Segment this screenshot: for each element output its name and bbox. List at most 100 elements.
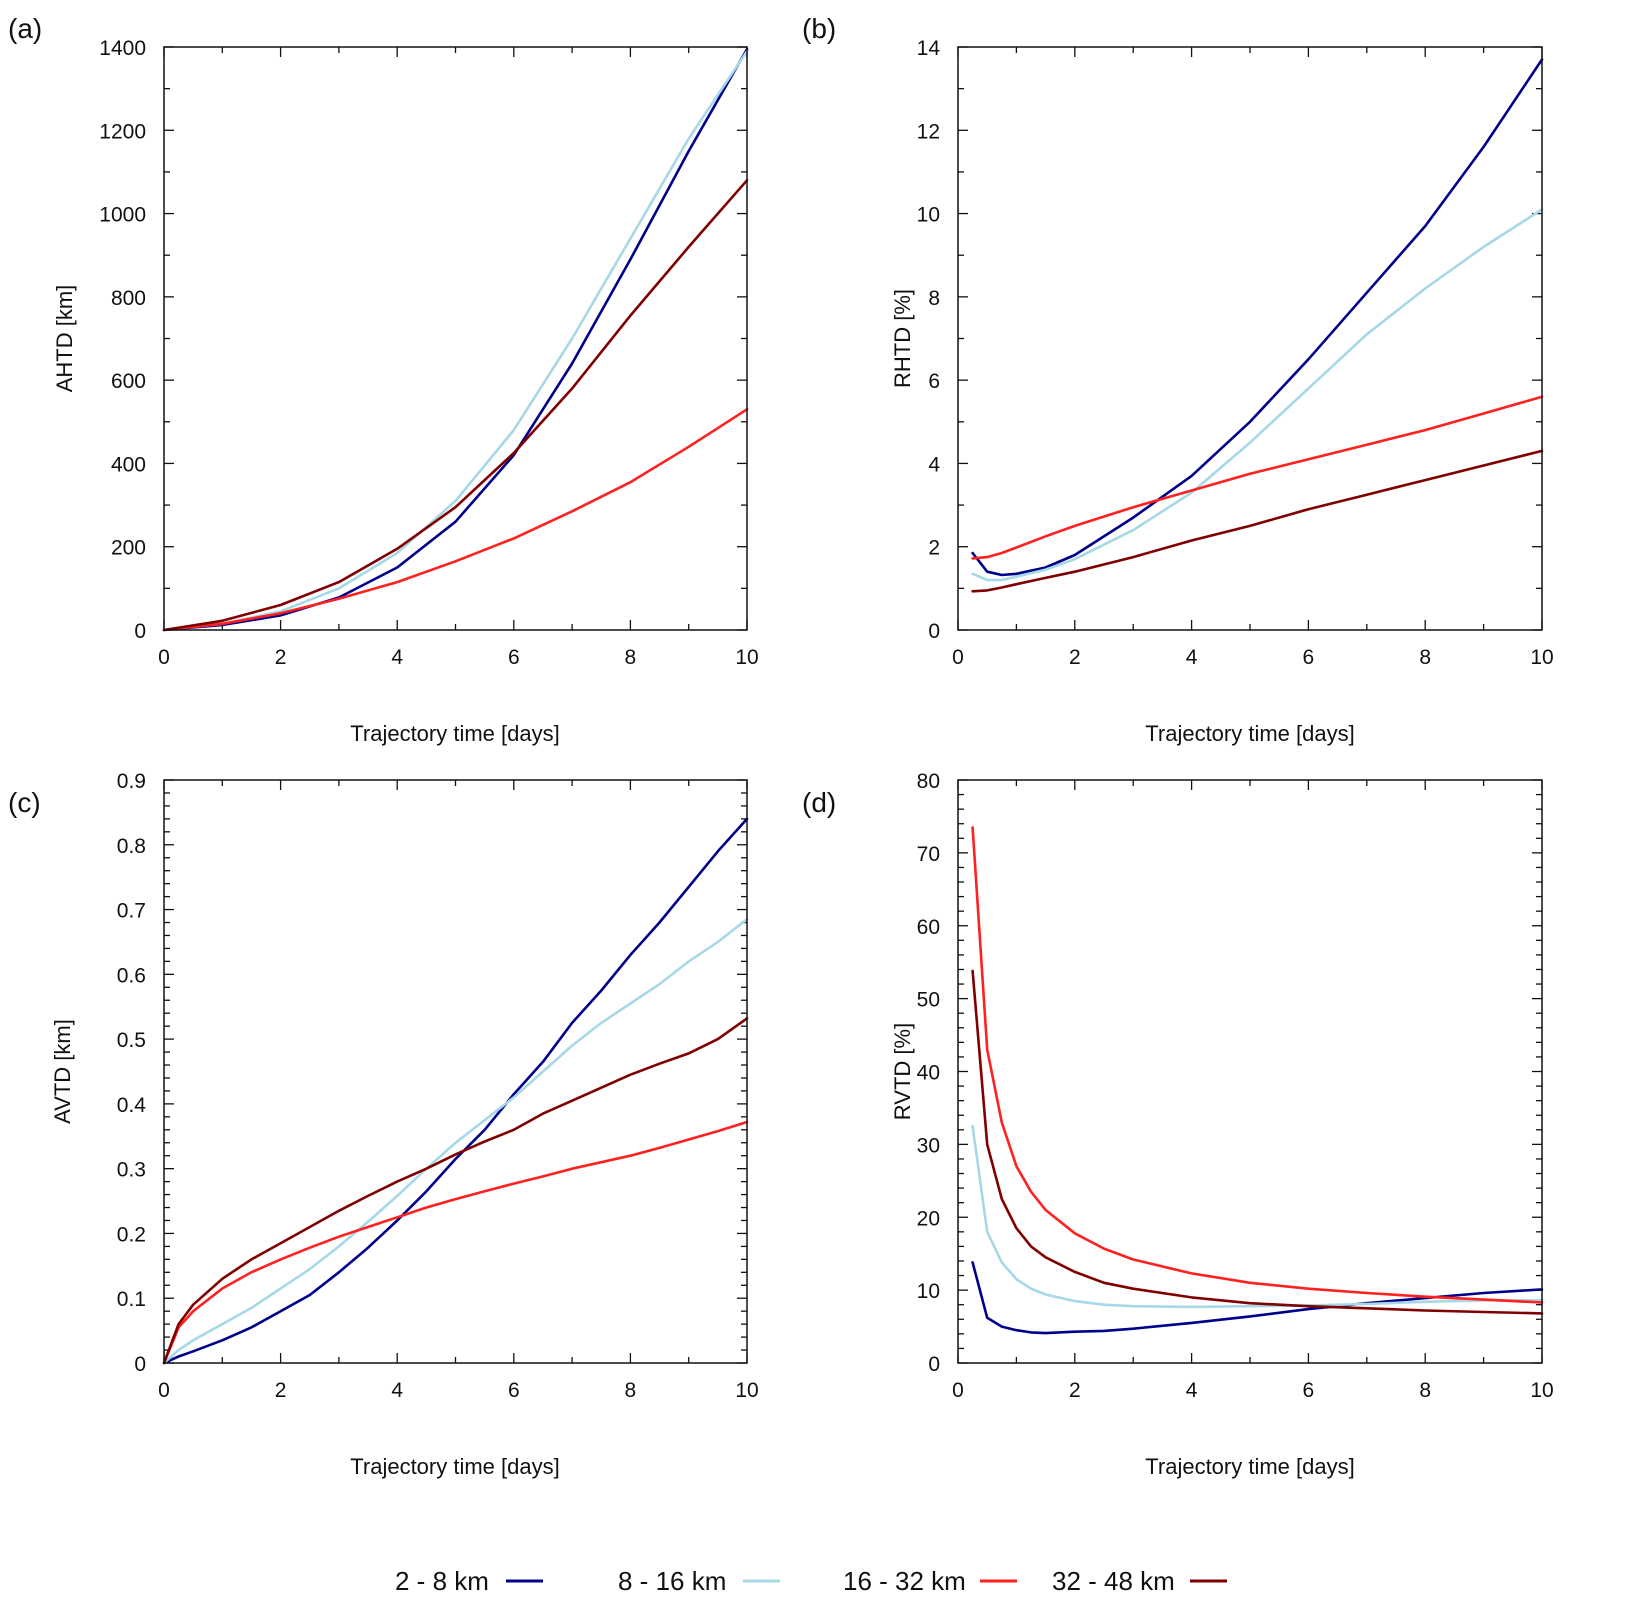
- y-tick-label: 200: [111, 537, 146, 560]
- plot-frame-d: [957, 779, 1543, 1364]
- series-line-d-32-48-km: [971, 969, 1544, 1315]
- x-tick-label: 10: [1530, 646, 1553, 669]
- series-line-c-32-48-km: [162, 1017, 749, 1365]
- legend-label: 2 - 8 km: [395, 1566, 489, 1596]
- x-tick-label: 0: [158, 1379, 170, 1402]
- series-line-d-16-32-km: [971, 826, 1544, 1304]
- y-tick-label: 800: [111, 287, 146, 310]
- x-tick-label: 0: [952, 646, 964, 669]
- series-c: [162, 817, 749, 1365]
- y-tick-label: 0: [928, 1353, 940, 1376]
- x-tick-label: 6: [508, 1379, 520, 1402]
- legend-item: 16 - 32 km: [843, 1566, 1017, 1596]
- y-tick-label: 2: [928, 537, 940, 560]
- y-tick-label: 1200: [99, 120, 146, 143]
- series-line-b-32-48-km: [971, 449, 1544, 593]
- x-axis-label-d: Trajectory time [days]: [1145, 1454, 1354, 1479]
- y-tick-label: 0.4: [117, 1094, 147, 1117]
- panel-c: (c) AVTD [km] Trajectory time [days] 0 2 4…: [8, 770, 759, 1479]
- x-tick-label: 6: [1303, 1379, 1315, 1402]
- y-axis-label-d: RVTD [%]: [890, 1023, 915, 1120]
- y-tick-label: 1000: [99, 204, 146, 227]
- ticks-a: 0 2 4 6 8 10 0 200 400 600 800 1000 1200 1400: [99, 37, 758, 669]
- plot-frame-c: [163, 779, 748, 1364]
- x-tick-label: 8: [1419, 646, 1431, 669]
- x-tick-label: 8: [1419, 1379, 1431, 1402]
- x-tick-label: 8: [625, 646, 637, 669]
- x-tick-label: 8: [625, 1379, 637, 1402]
- panel-label-a: (a): [8, 13, 42, 44]
- series-line-b-2-8-km: [971, 58, 1544, 577]
- y-tick-label: 0.3: [117, 1159, 146, 1182]
- y-tick-label: 4: [928, 453, 940, 476]
- series-line-c-8-16-km: [162, 917, 749, 1365]
- legend: 2 - 8 km 8 - 16 km 16 - 32 km 32 - 48 km: [395, 1566, 1227, 1596]
- y-tick-label: 600: [111, 370, 146, 393]
- y-tick-label: 10: [917, 1280, 940, 1303]
- y-tick-label: 14: [917, 37, 941, 60]
- y-tick-label: 0.5: [117, 1029, 146, 1052]
- y-tick-label: 10: [917, 204, 940, 227]
- y-axis-label-c: AVTD [km]: [50, 1019, 75, 1124]
- y-tick-label: 60: [917, 916, 940, 939]
- ticks-d: 0 2 4 6 8 10 0 10 20 30 40 50 60 70 80: [917, 770, 1554, 1402]
- y-tick-label: 400: [111, 453, 146, 476]
- y-tick-label: 1400: [99, 37, 146, 60]
- x-axis-label-c: Trajectory time [days]: [350, 1454, 559, 1479]
- series-d: [971, 826, 1544, 1335]
- ticks-c: 0 2 4 6 8 10 0 0.1 0.2 0.3 0.4 0.5 0.6 0.7 0.8 0.9: [117, 770, 759, 1402]
- y-axis-label-a: AHTD [km]: [52, 285, 77, 393]
- legend-label: 16 - 32 km: [843, 1566, 966, 1596]
- y-axis-label-b: RHTD [%]: [890, 289, 915, 388]
- y-tick-label: 0.7: [117, 900, 146, 923]
- panel-a: (a) AHTD [km] Trajectory time [days] 0 2 4…: [8, 13, 759, 746]
- series-line-b-16-32-km: [971, 395, 1544, 560]
- series-line-a-2-8-km: [162, 47, 749, 632]
- x-tick-label: 6: [508, 646, 520, 669]
- x-tick-label: 4: [391, 1379, 403, 1402]
- x-tick-label: 2: [275, 646, 287, 669]
- series-line-c-16-32-km: [162, 1120, 749, 1365]
- x-axis-label-a: Trajectory time [days]: [350, 721, 559, 746]
- plot-frame-a: [163, 46, 748, 631]
- panel-label-d: (d): [802, 787, 836, 818]
- y-tick-label: 30: [917, 1134, 940, 1157]
- series-line-b-8-16-km: [971, 208, 1544, 582]
- y-tick-label: 12: [917, 120, 940, 143]
- y-tick-label: 70: [917, 843, 940, 866]
- y-tick-label: 8: [928, 287, 940, 310]
- y-tick-label: 0.8: [117, 835, 146, 858]
- y-tick-label: 0.1: [117, 1288, 146, 1311]
- y-tick-label: 0.9: [117, 770, 146, 793]
- x-tick-label: 0: [158, 646, 170, 669]
- y-tick-label: 0.2: [117, 1223, 146, 1246]
- legend-item: 32 - 48 km: [1052, 1566, 1227, 1596]
- x-tick-label: 2: [1069, 1379, 1081, 1402]
- series-b: [971, 58, 1544, 593]
- series-line-a-8-16-km: [162, 49, 749, 632]
- y-tick-label: 50: [917, 989, 940, 1012]
- series-a: [162, 47, 749, 632]
- y-tick-label: 0.6: [117, 964, 146, 987]
- y-tick-label: 80: [917, 770, 940, 793]
- x-tick-label: 4: [1186, 1379, 1198, 1402]
- legend-label: 32 - 48 km: [1052, 1566, 1175, 1596]
- y-tick-label: 40: [917, 1062, 940, 1085]
- panel-label-b: (b): [802, 13, 836, 44]
- x-tick-label: 2: [1069, 646, 1081, 669]
- x-tick-label: 4: [1186, 646, 1198, 669]
- x-tick-label: 6: [1303, 646, 1315, 669]
- y-tick-label: 20: [917, 1207, 940, 1230]
- x-tick-label: 10: [735, 646, 758, 669]
- y-tick-label: 0: [134, 620, 146, 643]
- panel-d: (d) RVTD [%] Trajectory time [days] 0 2 4 6…: [802, 770, 1554, 1479]
- series-line-d-8-16-km: [971, 1124, 1544, 1309]
- x-tick-label: 10: [735, 1379, 758, 1402]
- series-line-c-2-8-km: [162, 817, 749, 1365]
- y-tick-label: 0: [928, 620, 940, 643]
- y-tick-label: 6: [928, 370, 940, 393]
- x-tick-label: 0: [952, 1379, 964, 1402]
- panel-b: (b) RHTD [%] Trajectory time [days] 0 2 4 6…: [802, 13, 1554, 746]
- series-line-a-16-32-km: [162, 407, 749, 632]
